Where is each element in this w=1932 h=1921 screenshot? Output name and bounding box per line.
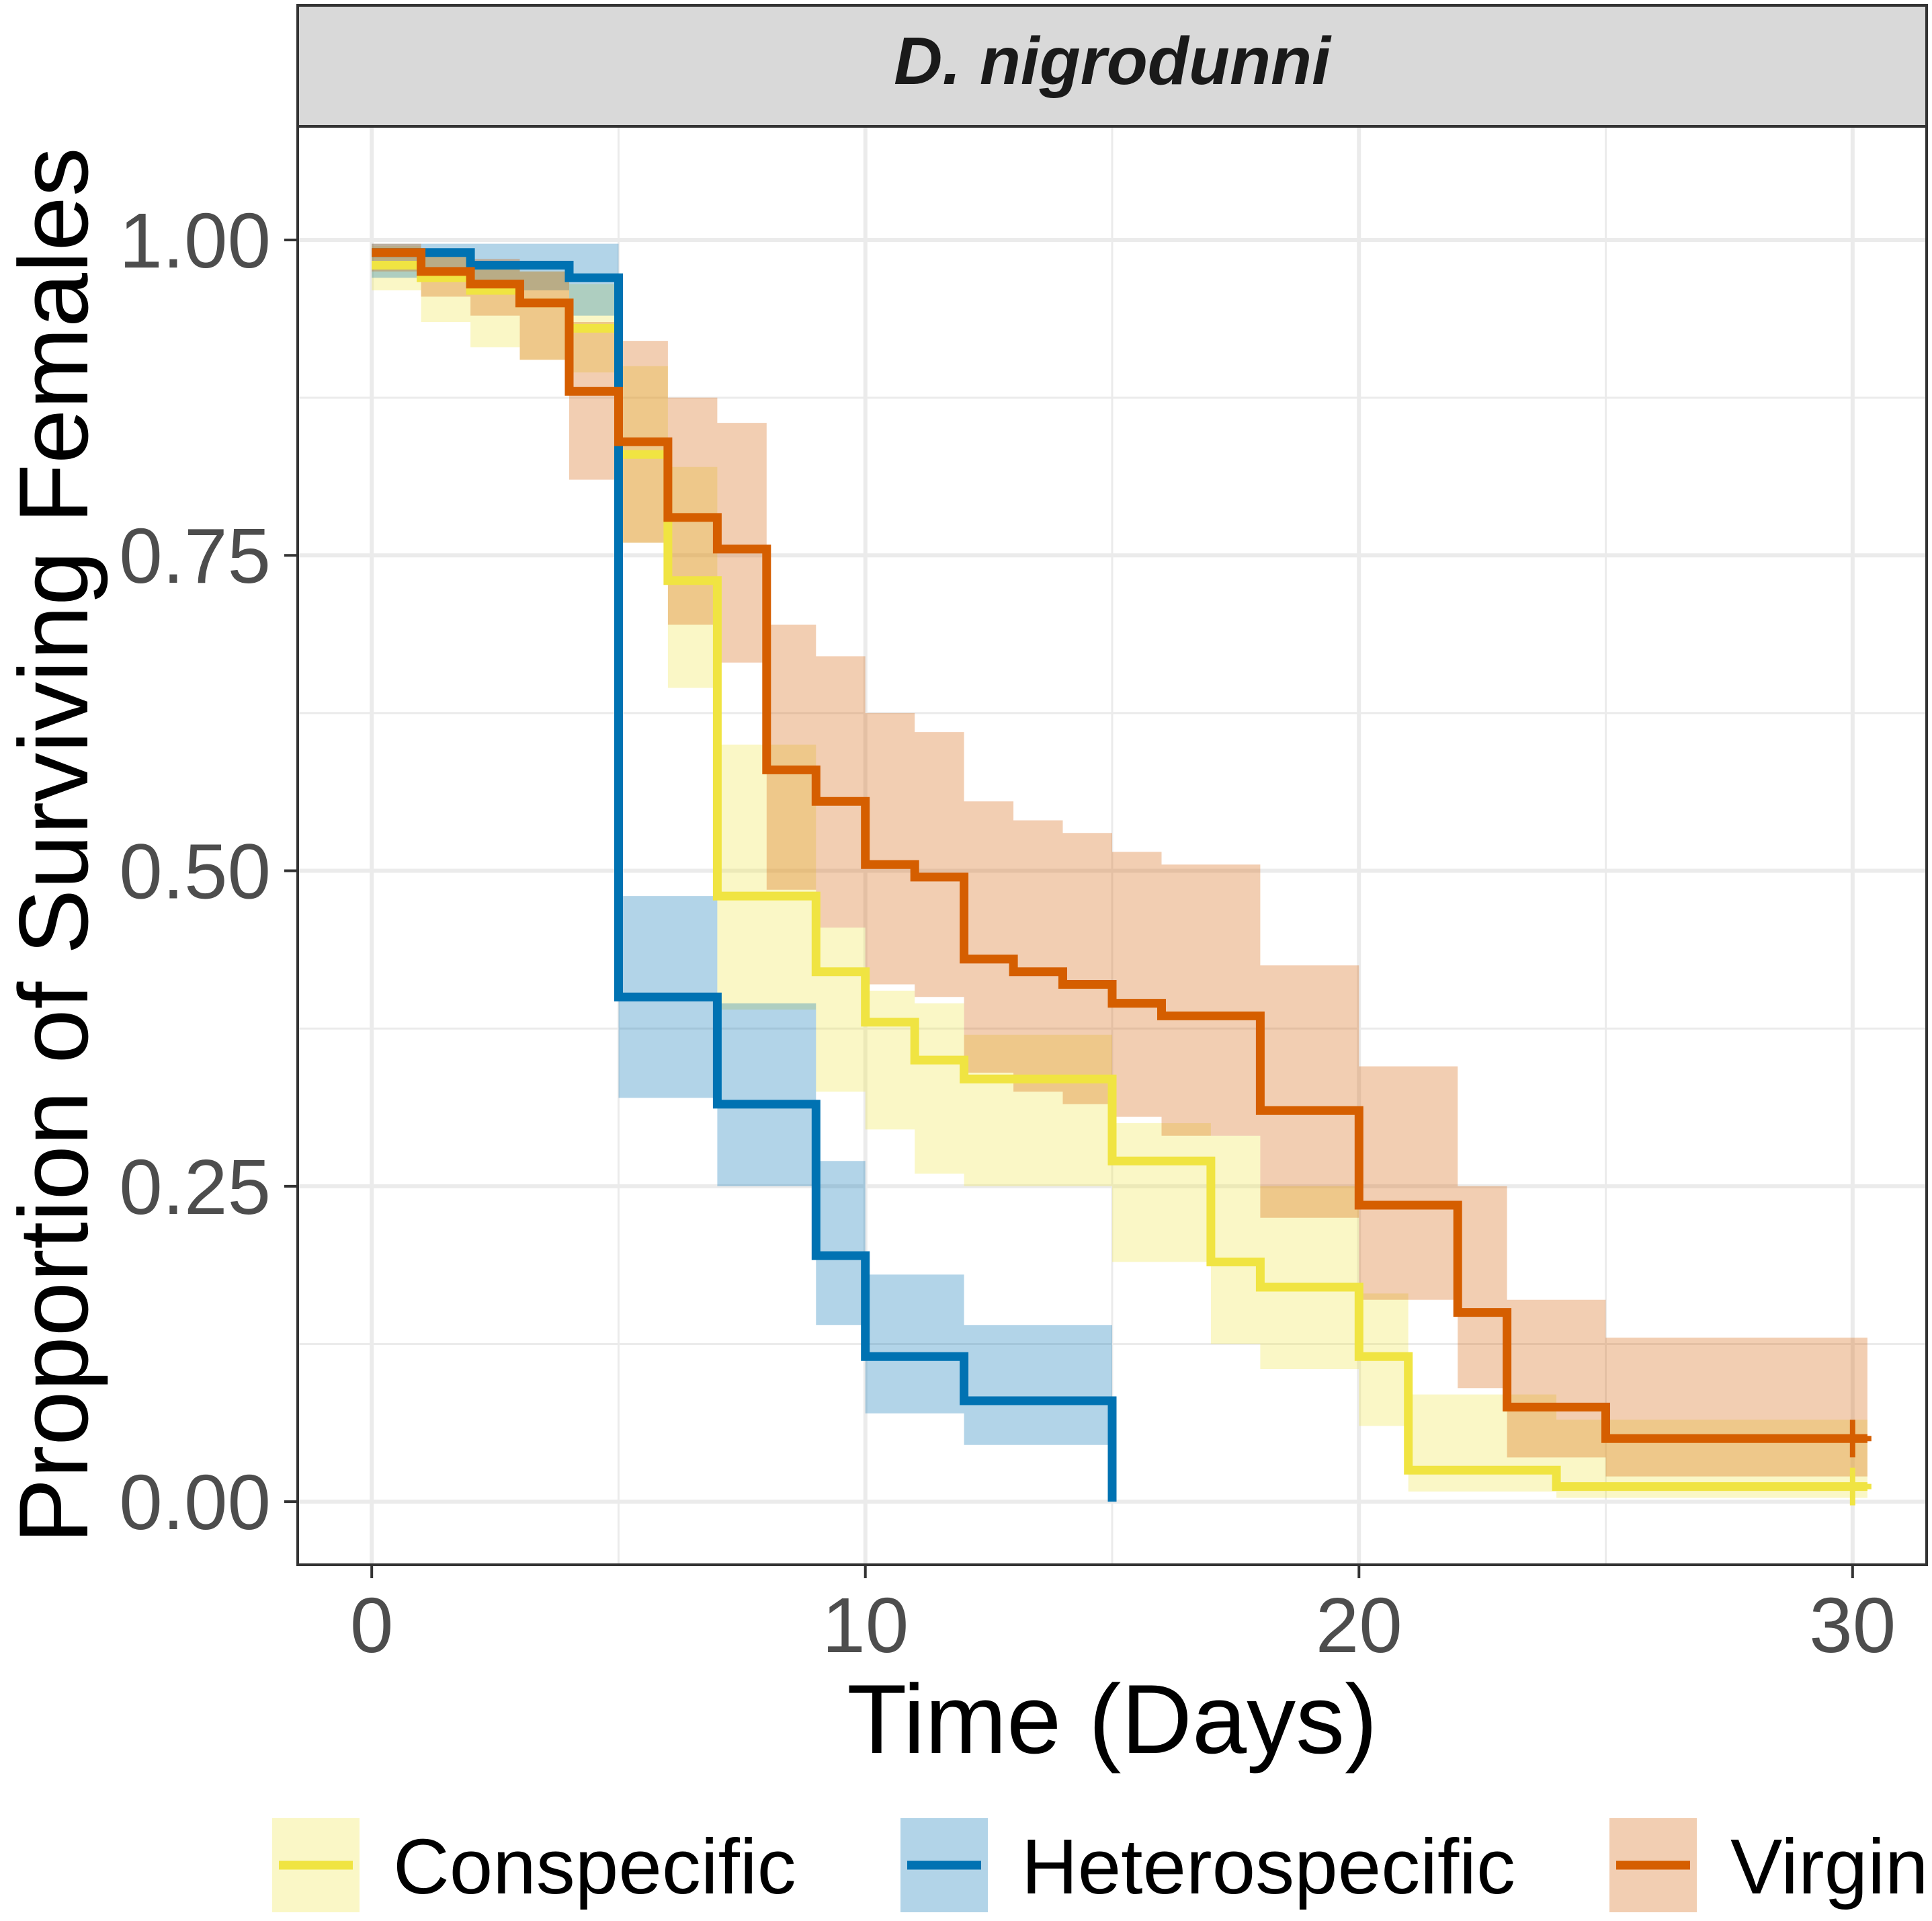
legend-item-heterospecific: Heterospecific xyxy=(900,1818,1515,1912)
y-tick-label: 0.75 xyxy=(119,512,271,600)
legend-label-conspecific: Conspecific xyxy=(393,1823,796,1910)
legend-item-conspecific: Conspecific xyxy=(272,1818,796,1912)
y-axis-label: Proportion of Surviving Females xyxy=(0,147,108,1543)
legend-label-virgin: Virgin xyxy=(1730,1823,1928,1910)
censor-mark-conspecific xyxy=(1833,1467,1872,1506)
band-conspecific xyxy=(372,246,1867,1498)
x-tick-label: 0 xyxy=(350,1582,394,1669)
facet-strip xyxy=(296,4,1928,128)
survival-curves xyxy=(372,248,1867,1502)
y-tick-label: 0.25 xyxy=(119,1143,271,1231)
curve-virgin xyxy=(372,248,1867,1443)
x-tick-label: 10 xyxy=(822,1582,909,1669)
panel-border xyxy=(296,125,1928,1566)
x-tick-label: 30 xyxy=(1809,1582,1896,1669)
legend-label-heterospecific: Heterospecific xyxy=(1021,1823,1515,1910)
plot-panel xyxy=(296,125,1928,1566)
x-axis-label: Time (Days) xyxy=(847,1664,1377,1774)
y-tick-label: 0.00 xyxy=(119,1459,271,1546)
x-tick-label: 20 xyxy=(1316,1582,1402,1669)
legend: Conspecific Heterospecific Virgin xyxy=(272,1818,1928,1912)
y-tick-label: 0.50 xyxy=(119,828,271,915)
x-axis: 0 10 20 30 xyxy=(350,1565,1896,1669)
facet-title: D. nigrodunni xyxy=(894,24,1332,99)
censor-marks xyxy=(1833,1420,1872,1506)
curve-heterospecific xyxy=(372,248,1117,1502)
y-tick-label: 1.00 xyxy=(119,197,271,284)
grid-minor xyxy=(298,126,1927,1565)
y-axis: 0.00 0.25 0.50 0.75 1.00 xyxy=(119,197,298,1546)
censor-mark-virgin xyxy=(1833,1420,1872,1458)
legend-item-virgin: Virgin xyxy=(1609,1818,1928,1912)
